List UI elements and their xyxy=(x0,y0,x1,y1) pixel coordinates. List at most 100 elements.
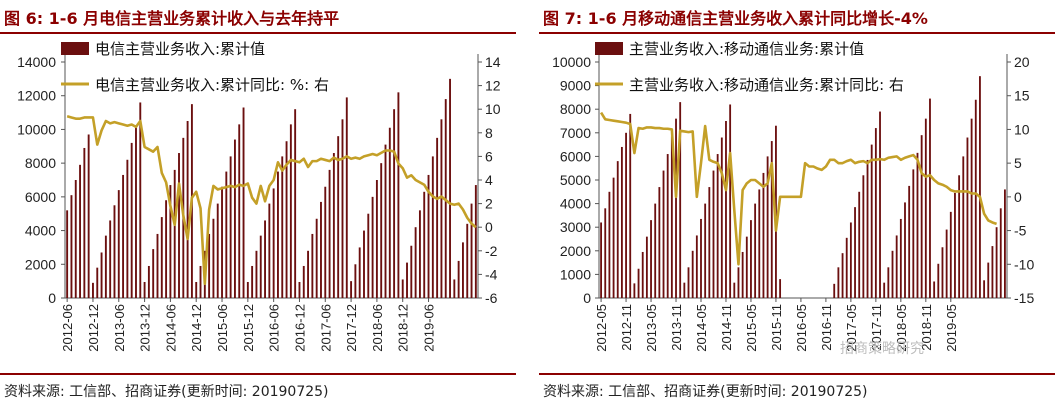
revenue-bar xyxy=(139,102,142,299)
x-tick-label: 2016-11 xyxy=(819,304,834,351)
left-y-tick-label: 12000 xyxy=(17,88,56,104)
x-tick-label: 2013-12 xyxy=(138,304,153,352)
revenue-bar xyxy=(729,104,732,298)
x-tick-label: 2015-11 xyxy=(769,304,784,351)
legend-bar-label: 主营业务收入:移动通信业务:累计值 xyxy=(629,40,864,58)
revenue-bar xyxy=(637,268,640,298)
revenue-bar xyxy=(264,220,266,298)
revenue-bar xyxy=(766,156,769,298)
revenue-bar xyxy=(388,127,391,299)
revenue-bar xyxy=(970,118,973,298)
x-tick-label: 2015-06 xyxy=(215,304,230,352)
revenue-bar xyxy=(328,169,331,298)
revenue-bar xyxy=(620,146,623,298)
right-y-tick-label: 10 xyxy=(485,101,501,117)
right-y-tick-label: 5 xyxy=(1014,155,1022,171)
revenue-bar xyxy=(294,109,297,298)
figure-7-chart: 0100020003000400050006000700080009000100… xyxy=(552,40,1034,352)
right-y-tick-label: 8 xyxy=(485,125,493,141)
left-y-tick-label: 0 xyxy=(48,290,56,306)
revenue-bar xyxy=(916,152,919,298)
revenue-bar xyxy=(423,191,426,298)
title-rule xyxy=(539,32,1055,34)
revenue-bar xyxy=(937,263,940,298)
revenue-bar xyxy=(277,171,279,298)
revenue-bar xyxy=(912,169,915,298)
revenue-bar xyxy=(750,220,752,298)
revenue-bar xyxy=(741,251,744,298)
x-tick-label: 2016-05 xyxy=(794,304,809,352)
revenue-bar xyxy=(650,220,652,298)
revenue-bar xyxy=(700,218,702,298)
legend-line-label: 电信主营业务收入:累计同比: %: 右 xyxy=(95,76,329,94)
revenue-bar xyxy=(720,137,723,298)
revenue-bar xyxy=(311,233,314,298)
x-tick-label: 2017-11 xyxy=(869,304,884,351)
revenue-bar xyxy=(987,262,990,298)
source-rule xyxy=(539,373,1055,375)
revenue-bar xyxy=(616,161,619,298)
revenue-bar xyxy=(289,124,292,299)
source-rule xyxy=(0,373,516,375)
right-y-tick-label: 20 xyxy=(1014,54,1030,70)
revenue-bar xyxy=(999,208,1002,298)
left-y-tick-label: 2000 xyxy=(560,243,591,259)
right-y-tick-label: 14 xyxy=(485,54,501,70)
x-tick-label: 2015-12 xyxy=(241,304,256,352)
revenue-bar xyxy=(367,213,370,298)
left-y-tick-label: 5000 xyxy=(560,172,591,188)
revenue-bar xyxy=(178,153,180,298)
revenue-bar xyxy=(414,227,417,298)
revenue-bar xyxy=(160,217,163,298)
revenue-bar xyxy=(670,136,673,298)
revenue-bar xyxy=(199,265,202,298)
revenue-bar xyxy=(281,156,284,298)
revenue-bar xyxy=(474,185,477,298)
revenue-bar xyxy=(991,246,994,298)
revenue-bar xyxy=(238,124,241,299)
revenue-bar xyxy=(341,119,344,298)
revenue-bar xyxy=(371,196,374,298)
revenue-bar xyxy=(152,249,155,298)
left-y-tick-label: 8000 xyxy=(25,155,56,171)
revenue-bar xyxy=(979,76,981,298)
revenue-bar xyxy=(833,283,836,298)
x-tick-label: 2014-05 xyxy=(694,304,709,352)
revenue-bar xyxy=(929,98,931,298)
figure-6-panel: 图 6: 1-6 月电信主营业务累计收入与去年持平 0 2000 4000 6000 8… xyxy=(0,0,520,406)
watermark-text: 招商策略研究 xyxy=(840,341,924,357)
revenue-bar xyxy=(966,137,969,298)
revenue-bar xyxy=(708,187,711,298)
revenue-bar xyxy=(712,170,715,298)
revenue-bar xyxy=(679,102,682,299)
revenue-bar xyxy=(122,174,125,298)
revenue-bar xyxy=(924,118,927,298)
revenue-bar xyxy=(380,163,383,298)
figure-7-title: 图 7: 1-6 月移动通信主营业务收入累计同比增长-4% xyxy=(543,9,928,28)
revenue-bar xyxy=(887,267,890,298)
x-tick-label: 2016-06 xyxy=(267,304,282,352)
revenue-bar xyxy=(272,188,275,298)
revenue-bar xyxy=(255,250,258,298)
yoy-growth-line xyxy=(66,115,477,286)
figure-6-source: 资料来源: 工信部、招商证券(更新时间: 20190725) xyxy=(4,384,329,400)
x-tick-label: 2012-12 xyxy=(86,304,101,352)
revenue-bar xyxy=(687,267,690,298)
revenue-bar xyxy=(849,222,852,298)
right-y-tick-label: -10 xyxy=(1014,256,1034,272)
revenue-bar xyxy=(135,127,137,299)
revenue-bar xyxy=(920,135,923,298)
right-y-tick-label: -5 xyxy=(1014,223,1027,239)
yoy-growth-line xyxy=(599,111,997,266)
x-tick-label: 2016-12 xyxy=(292,304,307,352)
revenue-bar xyxy=(879,111,881,298)
revenue-bar xyxy=(431,156,434,298)
figure-6-chart: 02000400060008000100001200014000-6-4-202… xyxy=(17,40,501,352)
left-y-tick-label: 10000 xyxy=(552,54,591,70)
x-tick-label: 2019-06 xyxy=(422,304,437,352)
revenue-bar xyxy=(113,205,116,298)
revenue-bar xyxy=(625,132,627,298)
left-y-tick-label: 4000 xyxy=(560,196,591,212)
revenue-bar xyxy=(345,97,348,299)
revenue-bar xyxy=(173,169,176,298)
